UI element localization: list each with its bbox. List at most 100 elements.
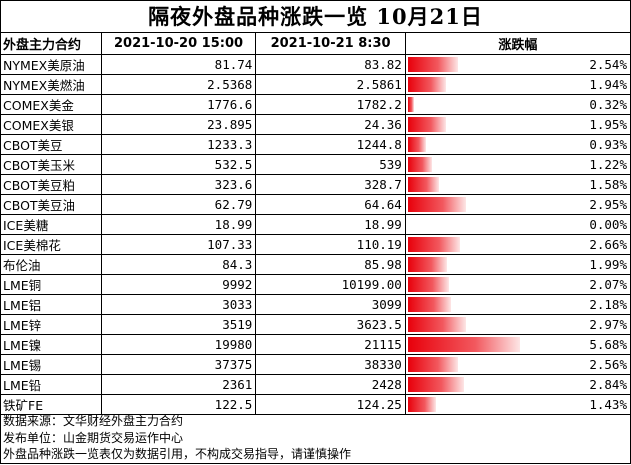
contract-name: CBOT美豆油 bbox=[0, 194, 102, 215]
futures-table: 外盘主力合约 2021-10-20 15:00 2021-10-21 8:30 … bbox=[0, 32, 631, 415]
change-bar bbox=[407, 317, 467, 332]
table-row: ICE美糖 18.99 18.99 0.00% bbox=[0, 214, 631, 235]
table-row: CBOT美玉米 532.5 539 1.22% bbox=[0, 154, 631, 175]
prev-price: 37375 bbox=[100, 354, 257, 375]
table-row: NYMEX美燃油 2.5368 2.5861 1.94% bbox=[0, 74, 631, 95]
change-bar bbox=[407, 157, 432, 172]
footer-notes: 数据来源：文华财经外盘主力合约 发布单位：山金期货交易运作中心 外盘品种涨跌一览… bbox=[0, 413, 631, 464]
change-cell: 1.43% bbox=[404, 394, 631, 415]
header-row: 外盘主力合约 2021-10-20 15:00 2021-10-21 8:30 … bbox=[0, 32, 631, 55]
footer-disclaimer: 外盘品种涨跌一览表仅为数据引用，不构成交易指导，请谨慎操作 bbox=[3, 447, 352, 461]
change-bar bbox=[407, 257, 448, 272]
change-percent: 2.97% bbox=[589, 317, 627, 332]
change-bar bbox=[407, 177, 439, 192]
change-bar bbox=[407, 357, 459, 372]
table-row: LME锌 3519 3623.5 2.97% bbox=[0, 314, 631, 335]
contract-name: ICE美棉花 bbox=[0, 234, 102, 255]
change-percent: 1.94% bbox=[589, 77, 627, 92]
change-percent: 2.54% bbox=[589, 57, 627, 72]
curr-price: 38330 bbox=[255, 354, 406, 375]
change-cell: 1.95% bbox=[404, 114, 631, 135]
table-row: CBOT美豆油 62.79 64.64 2.95% bbox=[0, 194, 631, 215]
header-curr-time: 2021-10-21 8:30 bbox=[255, 32, 406, 55]
prev-price: 1776.6 bbox=[100, 94, 257, 115]
prev-price: 532.5 bbox=[100, 154, 257, 175]
change-bar bbox=[407, 57, 458, 72]
change-cell: 2.07% bbox=[404, 274, 631, 295]
change-bar bbox=[407, 297, 451, 312]
table-row: LME铅 2361 2428 2.84% bbox=[0, 374, 631, 395]
contract-name: LME铜 bbox=[0, 274, 102, 295]
prev-price: 84.3 bbox=[100, 254, 257, 275]
change-cell: 1.99% bbox=[404, 254, 631, 275]
change-cell: 1.58% bbox=[404, 174, 631, 195]
change-percent: 0.93% bbox=[589, 137, 627, 152]
table-row: 布伦油 84.3 85.98 1.99% bbox=[0, 254, 631, 275]
change-percent: 1.99% bbox=[589, 257, 627, 272]
contract-name: 布伦油 bbox=[0, 254, 102, 275]
change-percent: 1.43% bbox=[589, 397, 627, 412]
prev-price: 107.33 bbox=[100, 234, 257, 255]
change-percent: 1.22% bbox=[589, 157, 627, 172]
contract-name: NYMEX美燃油 bbox=[0, 74, 102, 95]
change-percent: 0.32% bbox=[589, 97, 627, 112]
change-percent: 2.56% bbox=[589, 357, 627, 372]
change-bar bbox=[407, 397, 437, 412]
table-row: 铁矿FE 122.5 124.25 1.43% bbox=[0, 394, 631, 415]
change-cell: 0.00% bbox=[404, 214, 631, 235]
curr-price: 18.99 bbox=[255, 214, 406, 235]
prev-price: 19980 bbox=[100, 334, 257, 355]
change-cell: 1.22% bbox=[404, 154, 631, 175]
curr-price: 10199.00 bbox=[255, 274, 406, 295]
curr-price: 83.82 bbox=[255, 54, 406, 75]
change-percent: 2.66% bbox=[589, 237, 627, 252]
table-row: CBOT美豆粕 323.6 328.7 1.58% bbox=[0, 174, 631, 195]
prev-price: 323.6 bbox=[100, 174, 257, 195]
change-percent: 1.95% bbox=[589, 117, 627, 132]
prev-price: 81.74 bbox=[100, 54, 257, 75]
change-cell: 2.66% bbox=[404, 234, 631, 255]
prev-price: 2.5368 bbox=[100, 74, 257, 95]
change-bar bbox=[407, 197, 466, 212]
contract-name: LME锡 bbox=[0, 354, 102, 375]
contract-name: LME铅 bbox=[0, 374, 102, 395]
contract-name: CBOT美豆 bbox=[0, 134, 102, 155]
curr-price: 3099 bbox=[255, 294, 406, 315]
table-row: LME锡 37375 38330 2.56% bbox=[0, 354, 631, 375]
change-bar bbox=[407, 97, 415, 112]
change-bar bbox=[407, 277, 449, 292]
contract-name: COMEX美银 bbox=[0, 114, 102, 135]
contract-name: LME铝 bbox=[0, 294, 102, 315]
contract-name: 铁矿FE bbox=[0, 394, 102, 415]
change-cell: 2.18% bbox=[404, 294, 631, 315]
contract-name: ICE美糖 bbox=[0, 214, 102, 235]
change-bar bbox=[407, 237, 461, 252]
prev-price: 122.5 bbox=[100, 394, 257, 415]
change-cell: 1.94% bbox=[404, 74, 631, 95]
change-cell: 2.54% bbox=[404, 54, 631, 75]
table-row: COMEX美银 23.895 24.36 1.95% bbox=[0, 114, 631, 135]
prev-price: 9992 bbox=[100, 274, 257, 295]
contract-name: COMEX美金 bbox=[0, 94, 102, 115]
curr-price: 21115 bbox=[255, 334, 406, 355]
prev-price: 23.895 bbox=[100, 114, 257, 135]
curr-price: 1782.2 bbox=[255, 94, 406, 115]
curr-price: 2428 bbox=[255, 374, 406, 395]
change-percent: 2.18% bbox=[589, 297, 627, 312]
change-bar bbox=[407, 337, 520, 352]
prev-price: 62.79 bbox=[100, 194, 257, 215]
change-bar bbox=[407, 77, 447, 92]
table-row: COMEX美金 1776.6 1782.2 0.32% bbox=[0, 94, 631, 115]
change-cell: 0.32% bbox=[404, 94, 631, 115]
curr-price: 110.19 bbox=[255, 234, 406, 255]
table-row: CBOT美豆 1233.3 1244.8 0.93% bbox=[0, 134, 631, 155]
change-bar bbox=[407, 377, 464, 392]
change-percent: 5.68% bbox=[589, 337, 627, 352]
change-cell: 2.84% bbox=[404, 374, 631, 395]
header-prev-time: 2021-10-20 15:00 bbox=[100, 32, 257, 55]
change-bar bbox=[407, 117, 447, 132]
curr-price: 328.7 bbox=[255, 174, 406, 195]
prev-price: 3519 bbox=[100, 314, 257, 335]
curr-price: 2.5861 bbox=[255, 74, 406, 95]
